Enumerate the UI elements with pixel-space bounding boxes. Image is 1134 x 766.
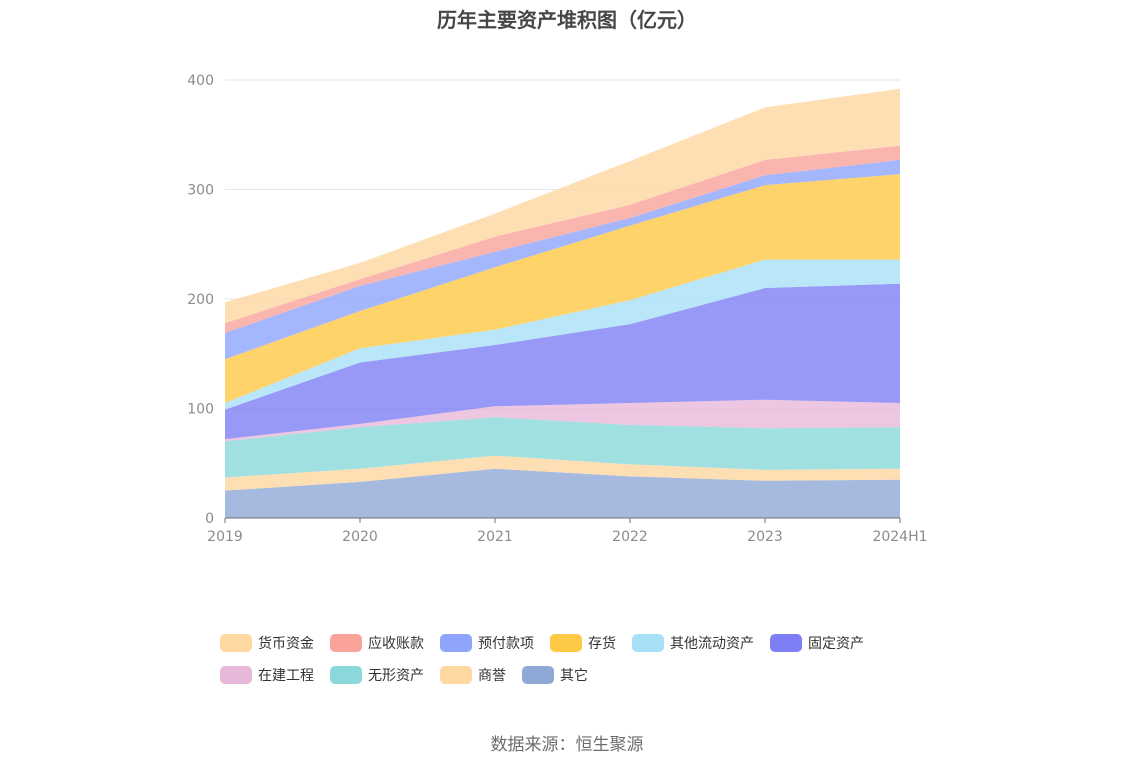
legend-item[interactable]: 在建工程 [220, 665, 314, 685]
y-tick-label: 400 [187, 73, 214, 89]
source-note: 数据来源：恒生聚源 [490, 735, 644, 755]
chart-title: 历年主要资产堆积图（亿元） [437, 8, 697, 32]
legend-item[interactable]: 商誉 [440, 665, 506, 685]
x-tick-label: 2019 [207, 529, 243, 545]
area-10 [225, 88, 900, 324]
legend-item[interactable]: 其他流动资产 [632, 633, 754, 653]
legend-label: 其他流动资产 [670, 636, 754, 652]
y-tick-label: 0 [205, 511, 214, 527]
legend-row: 货币资金 应收账款 预付款项 存货 其他流动资产 固定资产 [220, 630, 940, 656]
legend-label: 预付款项 [478, 636, 534, 652]
legend-label: 存货 [588, 636, 616, 652]
x-tick-label: 2020 [342, 529, 378, 545]
y-tick-label: 200 [187, 292, 214, 308]
legend-swatch [550, 634, 582, 652]
y-tick-label: 300 [187, 183, 214, 199]
legend-swatch [770, 634, 802, 652]
legend-label: 在建工程 [258, 668, 314, 684]
legend-label: 应收账款 [368, 636, 424, 652]
legend-label: 货币资金 [258, 636, 314, 652]
legend-swatch [330, 666, 362, 684]
legend-label: 商誉 [478, 668, 506, 684]
legend-item[interactable]: 其它 [522, 665, 588, 685]
area-5 [225, 283, 900, 440]
legend-swatch [440, 666, 472, 684]
y-tick-label: 100 [187, 402, 214, 418]
legend-item[interactable]: 预付款项 [440, 633, 534, 653]
area-3 [225, 417, 900, 478]
area-9 [225, 145, 900, 333]
x-tick-label: 2023 [747, 529, 783, 545]
legend-swatch [632, 634, 664, 652]
area-1 [225, 468, 900, 518]
legend-item[interactable]: 无形资产 [330, 665, 424, 685]
area-4 [225, 399, 900, 442]
legend-swatch [220, 666, 252, 684]
legend-swatch [440, 634, 472, 652]
axes: 2019 2020 2021 2022 2023 2024H1 [207, 517, 928, 545]
legend-label: 固定资产 [808, 636, 864, 652]
area-6 [225, 259, 900, 410]
legend-swatch [522, 666, 554, 684]
x-tick-label: 2021 [477, 529, 513, 545]
area-2 [225, 455, 900, 491]
legend-swatch [330, 634, 362, 652]
stacked-area-chart: 0 100 200 300 400 2019 2020 2021 2022 2023 2024H1 [187, 73, 928, 545]
legend-item[interactable]: 固定资产 [770, 633, 864, 653]
legend-item[interactable]: 存货 [550, 633, 616, 653]
legend-item[interactable]: 应收账款 [330, 633, 424, 653]
area-7 [225, 174, 900, 404]
legend-label: 无形资产 [368, 668, 424, 684]
x-tick-label: 2022 [612, 529, 648, 545]
legend-swatch [220, 634, 252, 652]
x-tick-label: 2024H1 [872, 529, 927, 545]
legend-row: 在建工程 无形资产 商誉 其它 [220, 662, 940, 688]
legend: 货币资金 应收账款 预付款项 存货 其他流动资产 固定资产在建工程 无形资产 商誉 其它 [220, 630, 940, 694]
legend-label: 其它 [560, 668, 588, 684]
area-layer [225, 88, 900, 518]
legend-item[interactable]: 货币资金 [220, 633, 314, 653]
